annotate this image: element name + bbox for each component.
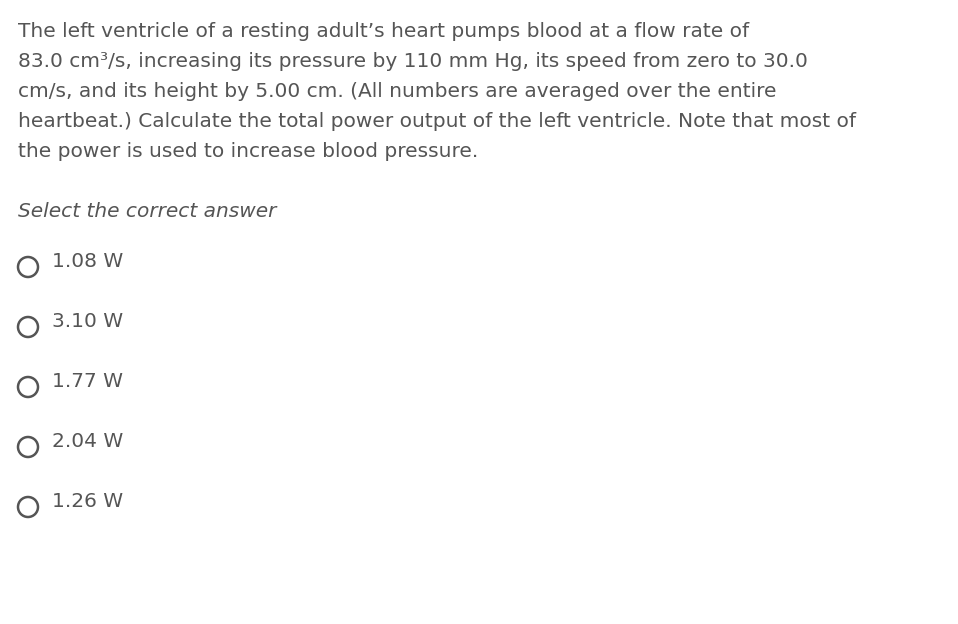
Text: 3.10 W: 3.10 W (52, 312, 124, 331)
Text: 83.0 cm³/s, increasing its pressure by 110 mm Hg, its speed from zero to 30.0: 83.0 cm³/s, increasing its pressure by 1… (18, 52, 808, 71)
Text: the power is used to increase blood pressure.: the power is used to increase blood pres… (18, 142, 478, 161)
Text: 1.26 W: 1.26 W (52, 492, 124, 511)
Text: Select the correct answer: Select the correct answer (18, 202, 276, 221)
Text: cm/s, and its height by 5.00 cm. (All numbers are averaged over the entire: cm/s, and its height by 5.00 cm. (All nu… (18, 82, 777, 101)
Text: 1.77 W: 1.77 W (52, 372, 123, 391)
Text: 2.04 W: 2.04 W (52, 432, 124, 451)
Text: The left ventricle of a resting adult’s heart pumps blood at a flow rate of: The left ventricle of a resting adult’s … (18, 22, 749, 41)
Text: 1.08 W: 1.08 W (52, 252, 124, 271)
Text: heartbeat.) Calculate the total power output of the left ventricle. Note that mo: heartbeat.) Calculate the total power ou… (18, 112, 856, 131)
